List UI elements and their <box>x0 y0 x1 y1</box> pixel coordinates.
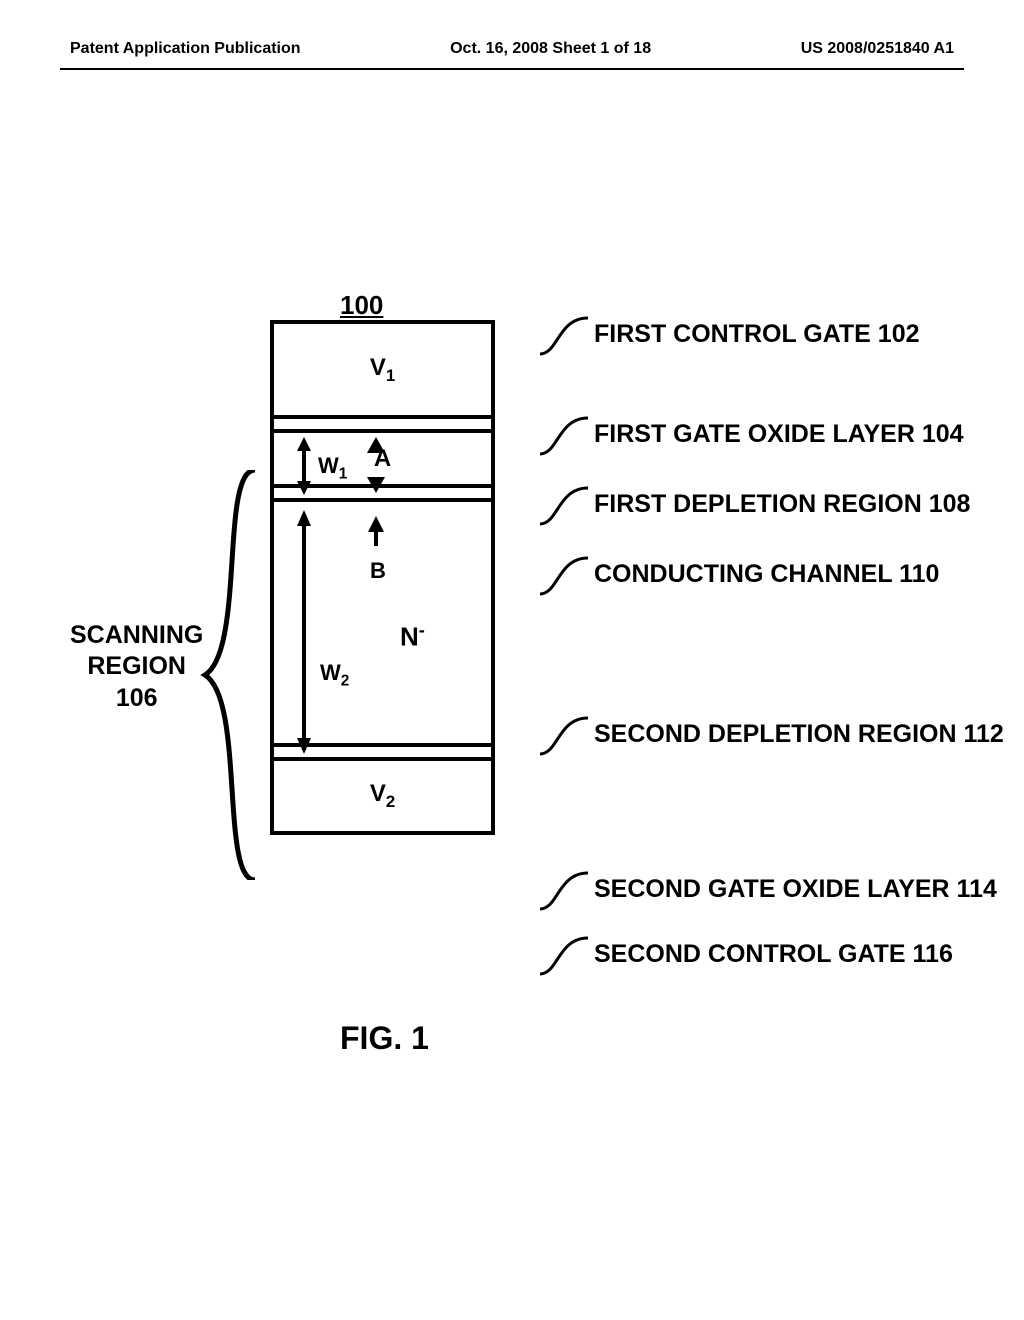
layer-label-text: SECOND CONTROL GATE 116 <box>594 940 953 969</box>
scanning-line2: REGION <box>70 651 203 682</box>
layer-label-row: FIRST CONTROL GATE 102 <box>540 310 920 358</box>
header-rule <box>60 68 964 70</box>
reference-numeral-100: 100 <box>340 290 383 321</box>
layer-label-row: SECOND GATE OXIDE LAYER 114 <box>540 865 997 913</box>
header-right: US 2008/0251840 A1 <box>801 40 954 58</box>
layer-6: V2 <box>274 761 491 831</box>
dimension-w1-arrow-icon <box>290 437 318 495</box>
page-header: Patent Application Publication Oct. 16, … <box>0 40 1024 58</box>
scanning-region-brace-icon <box>200 470 260 880</box>
leader-line-icon <box>540 410 588 458</box>
layer-label-row: FIRST GATE OXIDE LAYER 104 <box>540 410 964 458</box>
layer-label-row: SECOND CONTROL GATE 116 <box>540 930 953 978</box>
dimension-w1-label: W1 <box>318 453 347 483</box>
layer-label-text: CONDUCTING CHANNEL 110 <box>594 560 939 589</box>
point-b-label: B <box>370 558 386 584</box>
leader-line-icon <box>540 550 588 598</box>
layer-label-row: FIRST DEPLETION REGION 108 <box>540 480 970 528</box>
layer-label-row: SECOND DEPLETION REGION 112 <box>540 710 1004 758</box>
layer-label-text: SECOND DEPLETION REGION 112 <box>594 720 1004 749</box>
header-left: Patent Application Publication <box>70 40 301 58</box>
layer-inner-text: V2 <box>370 780 395 812</box>
scanning-line1: SCANNING <box>70 620 203 651</box>
point-b-arrow-icon <box>363 516 389 556</box>
layer-label-text: FIRST GATE OXIDE LAYER 104 <box>594 420 964 449</box>
scanning-line3: 106 <box>70 683 203 714</box>
layer-label-text: SECOND GATE OXIDE LAYER 114 <box>594 875 997 904</box>
dimension-w2-label: W2 <box>320 660 349 690</box>
dimension-w2-arrow-icon <box>290 510 318 754</box>
layer-label-row: CONDUCTING CHANNEL 110 <box>540 550 939 598</box>
header-center: Oct. 16, 2008 Sheet 1 of 18 <box>450 40 651 58</box>
layer-1 <box>274 419 491 433</box>
leader-line-icon <box>540 710 588 758</box>
scanning-region-label: SCANNING REGION 106 <box>70 620 203 714</box>
layer-0: V1 <box>274 324 491 419</box>
layer-label-text: FIRST CONTROL GATE 102 <box>594 320 920 349</box>
layer-label-text: FIRST DEPLETION REGION 108 <box>594 490 970 519</box>
leader-line-icon <box>540 310 588 358</box>
point-a-arrows-icon <box>363 437 389 493</box>
doping-n-minus-label: N- <box>400 620 425 653</box>
figure-1: 100 V1AV2 FIRST CONTROL GATE 102FIRST GA… <box>0 160 1024 1160</box>
figure-caption: FIG. 1 <box>340 1020 429 1057</box>
leader-line-icon <box>540 480 588 528</box>
leader-line-icon <box>540 930 588 978</box>
layer-inner-text: V1 <box>370 354 395 386</box>
leader-line-icon <box>540 865 588 913</box>
